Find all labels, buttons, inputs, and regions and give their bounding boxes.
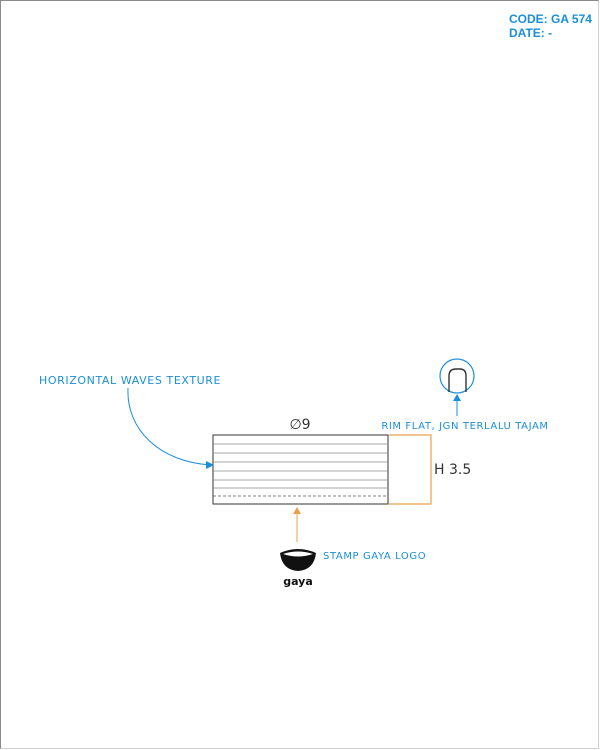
height-label: H 3.5 [434, 462, 471, 478]
product-side-view [212, 434, 389, 505]
title-block: CODE: GA 574 DATE: - [509, 12, 592, 40]
product-code: CODE: GA 574 [509, 12, 592, 26]
texture-annotation-label: HORIZONTAL WAVES TEXTURE [39, 374, 221, 387]
product-outline [212, 434, 389, 505]
texture-leader-line [127, 387, 212, 466]
gaya-logo-text: gaya [283, 575, 313, 588]
texture-annotation: HORIZONTAL WAVES TEXTURE [39, 374, 221, 469]
rim-arrow-head [453, 394, 461, 401]
rim-detail: RIM FLAT, JGN TERLALU TAJAM [381, 358, 548, 432]
rim-detail-circle [439, 358, 475, 394]
stamp-annotation-label: STAMP GAYA LOGO [323, 551, 426, 562]
stamp-arrow-head [293, 507, 301, 514]
gaya-logo: gaya [280, 549, 316, 588]
stamp-annotation: gaya STAMP GAYA LOGO [280, 507, 426, 588]
height-dimension: H 3.5 [389, 434, 471, 505]
height-bracket [389, 434, 432, 505]
diameter-label: ∅9 [289, 417, 310, 433]
drawing-date: DATE: - [509, 26, 553, 40]
wave-texture-lines [213, 443, 388, 489]
rim-annotation-label: RIM FLAT, JGN TERLALU TAJAM [381, 421, 548, 432]
texture-arrow-head [206, 461, 214, 469]
rim-profile-icon [448, 368, 467, 392]
